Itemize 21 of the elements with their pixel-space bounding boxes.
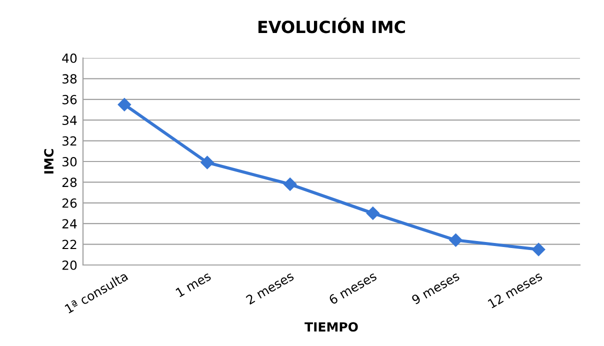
y-tick-label: 22 — [62, 240, 76, 250]
y-tick-label: 36 — [62, 94, 77, 104]
x-axis-title: TIEMPO — [304, 322, 358, 332]
y-tick-label: 28 — [62, 178, 77, 188]
point — [532, 242, 546, 256]
point — [449, 234, 462, 247]
point — [283, 178, 297, 191]
point — [118, 98, 132, 112]
y-tick-label: 38 — [62, 74, 77, 84]
y-tick-label: 24 — [62, 219, 77, 228]
y-axis-title: IMC — [44, 149, 54, 174]
x-tick-label: 1 mes — [175, 271, 212, 298]
y-tick-label: 20 — [62, 260, 77, 270]
y-tick-label: 26 — [62, 198, 77, 208]
y-tick-label: 30 — [62, 156, 77, 166]
point — [366, 206, 380, 220]
y-tick-label: 40 — [62, 53, 77, 63]
y-tick-label: 34 — [62, 116, 77, 126]
y-tick-label: 32 — [62, 136, 76, 146]
point — [200, 156, 214, 170]
chart-title: EVOLUCIÓN IMC — [258, 18, 405, 34]
